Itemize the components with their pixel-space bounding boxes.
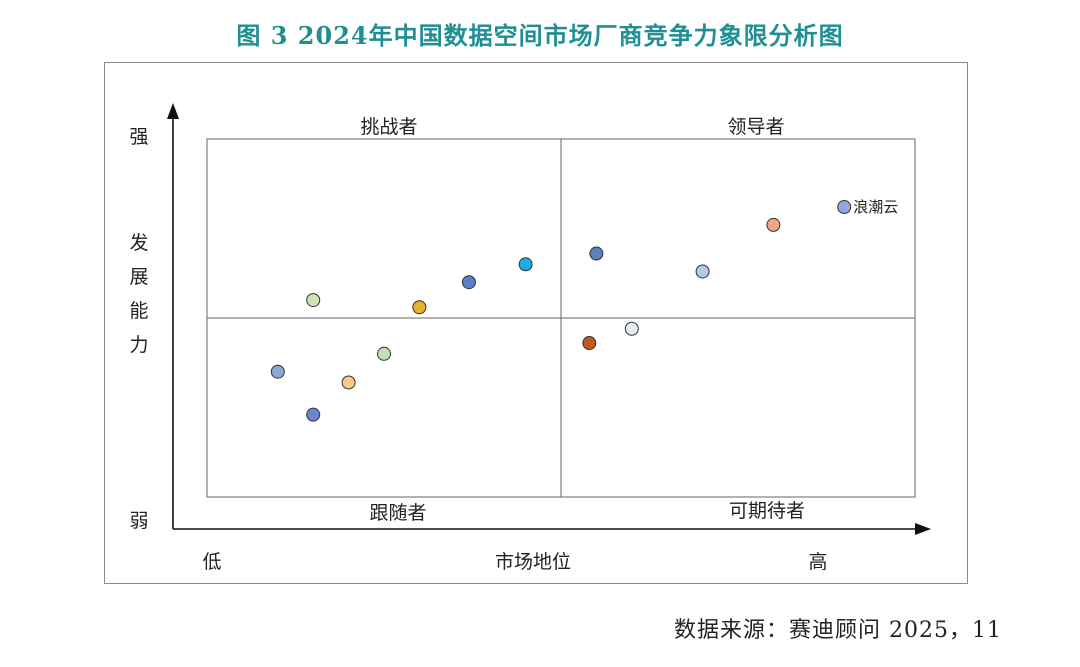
data-point-4: [589, 246, 604, 261]
x-axis-arrow-icon: [915, 523, 931, 535]
quadrant-label-challenger: 挑战者: [360, 116, 417, 138]
quadrant-chart: 挑战者 领导者 跟随者 可期待者 强 弱 发展能力 低 市场地位 高 浪潮云: [129, 103, 931, 573]
data-point-label: 浪潮云: [853, 198, 898, 216]
quadrant-label-leader: 领导者: [727, 116, 784, 138]
y-axis-title: 发展能力: [129, 232, 148, 356]
x-low-label: 低: [202, 551, 221, 573]
x-axis-title: 市场地位: [495, 551, 571, 573]
data-source: 数据来源：赛迪顾问 2025，11: [674, 618, 1002, 643]
y-axis-title-char: 展: [129, 266, 148, 288]
data-point-5: [518, 257, 533, 272]
data-point-10: [582, 336, 597, 351]
y-low-label: 弱: [129, 510, 148, 532]
data-point-1: [837, 200, 852, 215]
data-point-2: [766, 217, 781, 232]
data-point-7: [412, 300, 427, 315]
y-axis-title-char: 能: [129, 300, 148, 322]
quadrant-label-promising: 可期待者: [729, 500, 805, 522]
y-axis-arrow-icon: [167, 103, 179, 119]
y-high-label: 强: [129, 126, 148, 148]
y-axis-title-char: 发: [129, 232, 148, 254]
data-point-8: [306, 293, 321, 308]
figure-title: 图 3 2024年中国数据空间市场厂商竞争力象限分析图: [236, 21, 844, 50]
data-point-9: [624, 321, 639, 336]
chart-frame: 挑战者 领导者 跟随者 可期待者 强 弱 发展能力 低 市场地位 高 浪潮云: [104, 62, 968, 584]
data-point-13: [270, 364, 285, 379]
x-high-label: 高: [808, 551, 827, 573]
y-axis-title-char: 力: [129, 334, 148, 356]
data-point-14: [306, 407, 321, 422]
data-point-3: [695, 264, 710, 279]
data-points: 浪潮云: [270, 198, 898, 422]
quadrant-label-follower: 跟随者: [369, 502, 426, 524]
data-point-11: [377, 346, 391, 361]
data-point-6: [461, 275, 476, 290]
data-point-12: [341, 375, 356, 390]
